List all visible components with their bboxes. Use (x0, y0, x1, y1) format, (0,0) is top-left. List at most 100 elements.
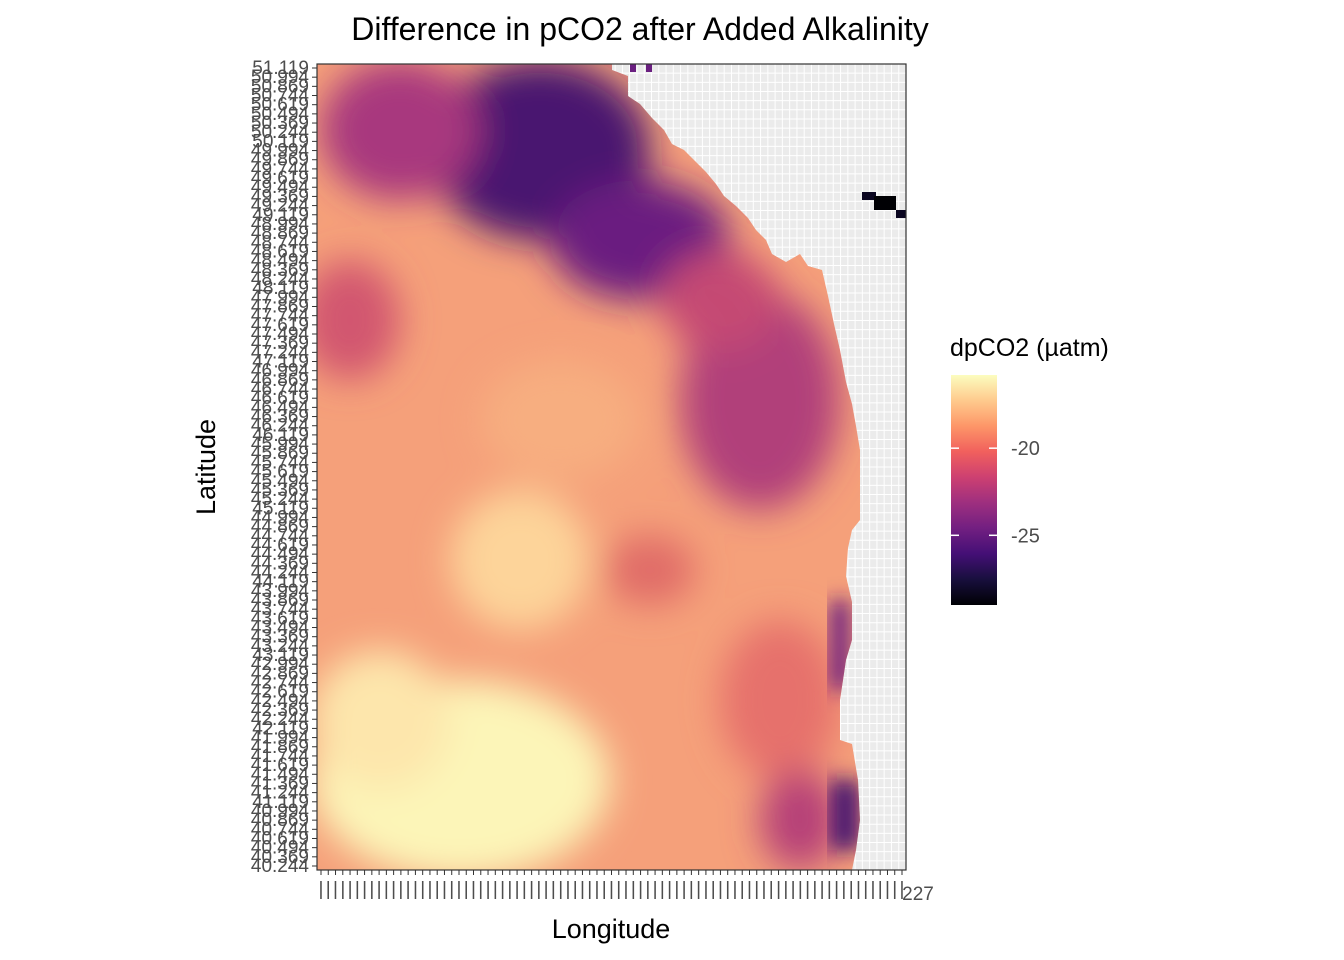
x-tick-mark-text: | (471, 879, 476, 900)
x-axis-title: Longitude (552, 914, 671, 944)
x-tick-mark-text: | (827, 879, 832, 900)
y-tick-label: 44.119 (252, 572, 309, 593)
x-tick-mark-text: | (900, 879, 905, 900)
x-tick-mark-text: | (449, 879, 454, 900)
field-blob-west (317, 260, 400, 380)
isolated-cell-4 (630, 64, 636, 72)
y-tick-label: 48.119 (252, 278, 309, 299)
y-tick-label: 47.619 (251, 315, 309, 336)
y-tick-label: 46.369 (251, 407, 309, 428)
y-tick-label: 43.744 (251, 599, 310, 620)
x-tick-mark-text: | (645, 879, 650, 900)
y-tick-label: 47.869 (251, 296, 309, 317)
y-tick-label: 49.369 (251, 186, 309, 207)
y-tick-label: 48.494 (251, 251, 310, 272)
x-tick-mark-text: | (769, 879, 774, 900)
x-tick-mark-text: | (507, 879, 512, 900)
x-tick-mark-text: | (536, 879, 541, 900)
y-tick-label: 44.494 (251, 544, 310, 565)
x-tick-mark-text: | (747, 879, 752, 900)
y-tick-label: 42.869 (251, 663, 309, 684)
y-tick-label: 43.119 (252, 645, 309, 666)
isolated-cell-5 (646, 64, 652, 72)
field-blob-center (605, 535, 695, 605)
y-tick-label: 50.494 (251, 104, 310, 125)
x-tick-mark-text: | (805, 879, 810, 900)
y-tick-label: 49.744 (251, 159, 310, 180)
y-tick-label: 42.494 (251, 691, 310, 712)
y-tick-label: 48.244 (251, 269, 310, 290)
y-tick-label: 46.244 (251, 416, 310, 437)
x-tick-mark-text: | (420, 879, 425, 900)
field-blob-southwest (317, 650, 450, 790)
y-tick-label: 51.119 (252, 58, 309, 79)
x-tick-mark-text: | (464, 879, 469, 900)
y-tick-label: 46.994 (251, 361, 310, 382)
x-tick-mark-text: | (565, 879, 570, 900)
y-tick-label: 47.369 (251, 333, 309, 354)
y-tick-label: 50.869 (251, 76, 309, 97)
y-tick-label: 43.369 (251, 627, 309, 648)
x-tick-mark-text: | (696, 879, 701, 900)
y-tick-label: 49.869 (251, 150, 309, 171)
y-tick-label: 41.619 (251, 755, 309, 776)
y-tick-label: 49.619 (251, 168, 309, 189)
x-tick-mark-text: | (682, 879, 687, 900)
x-tick-mark-text: | (878, 879, 883, 900)
x-tick-mark-text: | (834, 879, 839, 900)
y-tick-label: 41.244 (251, 783, 310, 804)
y-tick-label: 41.744 (251, 746, 310, 767)
y-tick-label: 45.494 (251, 471, 310, 492)
y-tick-label: 46.869 (251, 370, 309, 391)
x-tick-mark-text: | (703, 879, 708, 900)
chart-title: Difference in pCO2 after Added Alkalinit… (351, 11, 929, 47)
x-tick-mark-text: | (689, 879, 694, 900)
y-tick-label: 40.619 (251, 828, 309, 849)
y-tick-label: 49.494 (251, 177, 310, 198)
colorbar-legend: dpCO2 (µatm) -20 -25 (950, 334, 1109, 605)
y-tick-label: 48.369 (251, 260, 309, 281)
y-tick-label: 50.744 (251, 86, 310, 107)
x-tick-mark-text: | (863, 879, 868, 900)
y-tick-label: 45.744 (251, 452, 310, 473)
field-blobs (317, 64, 840, 870)
x-tick-mark-text: | (369, 879, 374, 900)
x-tick-mark-text: | (667, 879, 672, 900)
x-tick-mark-text: | (362, 879, 367, 900)
y-tick-label: 47.494 (251, 324, 310, 345)
x-tick-mark-text: | (355, 879, 360, 900)
heatmap-panel (316, 63, 907, 871)
y-tick-label: 40.869 (251, 810, 309, 831)
y-axis: 51.11950.99450.86950.74450.61950.49450.3… (251, 58, 317, 877)
y-tick-label: 47.744 (251, 306, 310, 327)
y-tick-label: 43.869 (251, 590, 309, 611)
x-tick-mark-text: | (558, 879, 563, 900)
x-tick-mark-text: | (791, 879, 796, 900)
y-tick-label: 48.744 (251, 232, 310, 253)
y-tick-label: 40.244 (251, 856, 310, 877)
coast-dark-strip-2 (830, 780, 860, 850)
x-tick-mark-text: | (820, 879, 825, 900)
x-tick-mark-text: | (711, 879, 716, 900)
x-tick-mark-text: | (609, 879, 614, 900)
x-tick-mark-text: | (602, 879, 607, 900)
y-tick-label: 50.369 (251, 113, 309, 134)
y-tick-label: 50.994 (251, 67, 310, 88)
x-tick-mark-text: | (783, 879, 788, 900)
x-tick-mark-text: | (384, 879, 389, 900)
y-tick-label: 48.619 (251, 241, 309, 262)
x-tick-mark-text: | (442, 879, 447, 900)
y-tick-label: 47.119 (252, 352, 309, 373)
y-tick-label: 44.369 (251, 553, 309, 574)
x-tick-mark-text: | (595, 879, 600, 900)
colorbar-tick-label: -25 (1011, 525, 1040, 547)
field-blob-center-light (450, 490, 590, 630)
x-tick-mark-text: | (377, 879, 382, 900)
y-tick-label: 48.994 (251, 214, 310, 235)
y-tick-label: 47.994 (251, 287, 310, 308)
x-tick-mark-text: | (732, 879, 737, 900)
y-tick-label: 41.369 (251, 773, 309, 794)
y-tick-label: 44.994 (251, 507, 310, 528)
x-tick-mark-text: | (856, 879, 861, 900)
